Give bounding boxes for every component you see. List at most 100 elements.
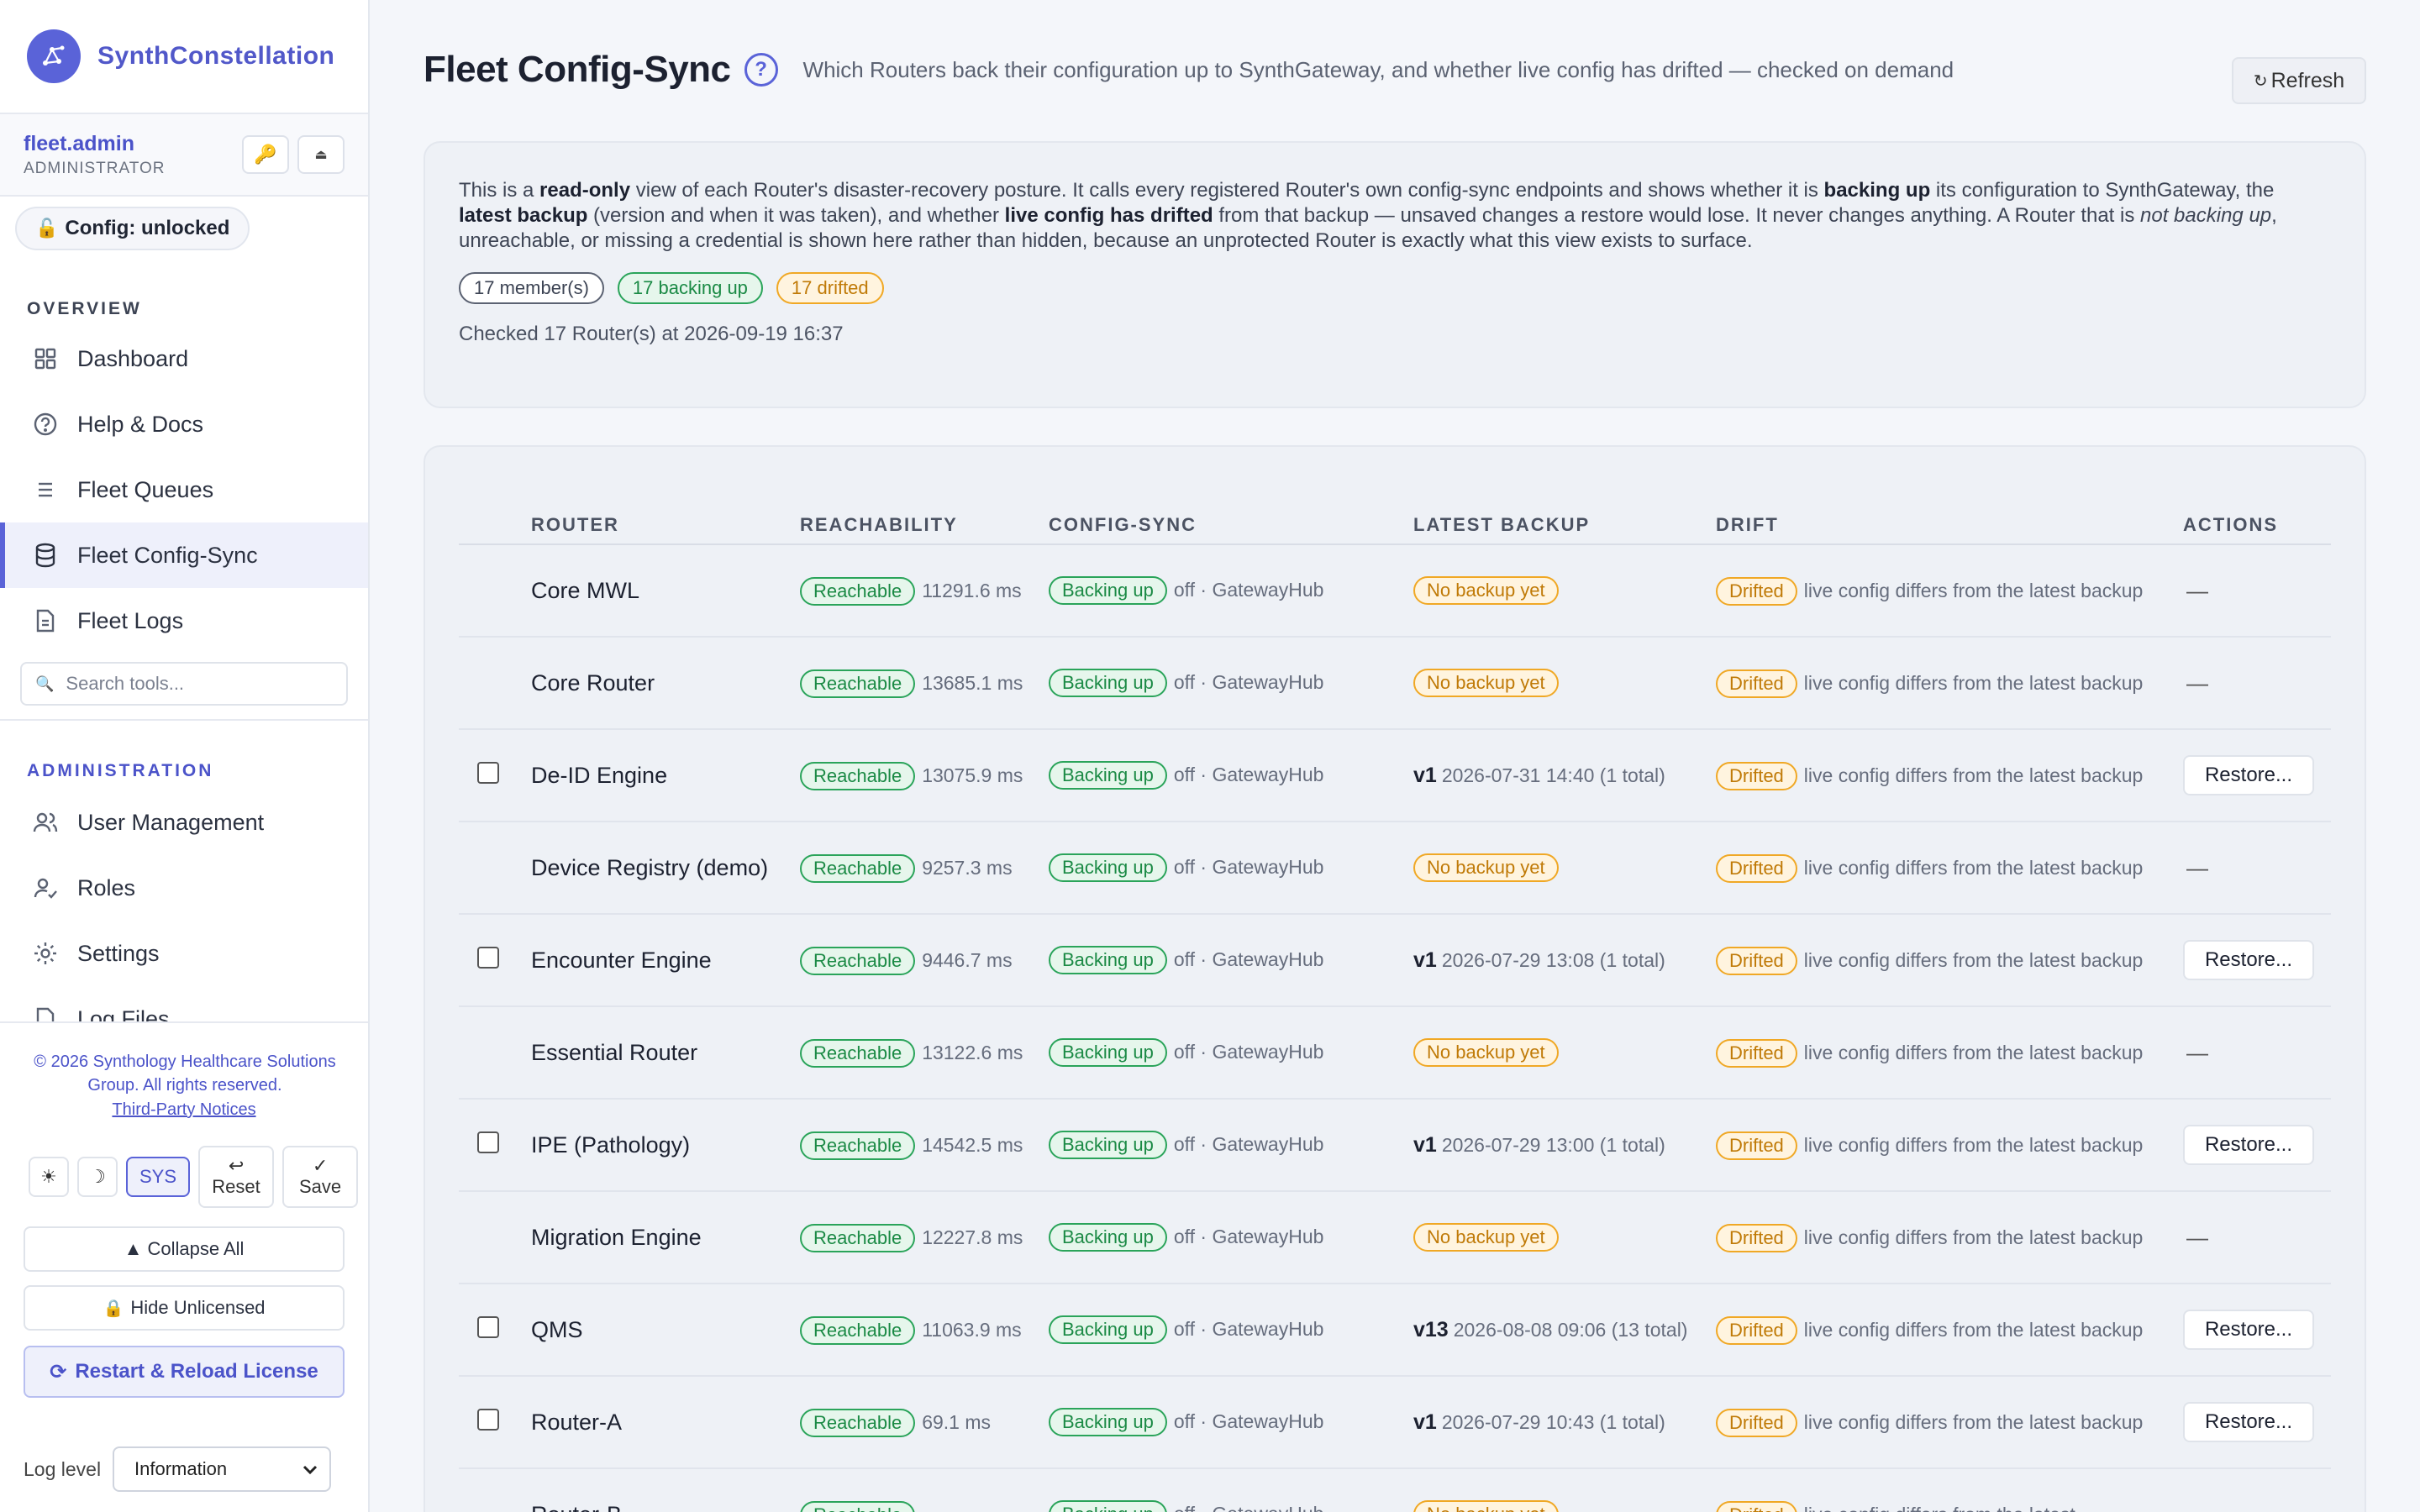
admin-section-label: ADMINISTRATION — [27, 761, 214, 780]
config-sync-cell: Backing up off · GatewayHub — [1049, 1376, 1413, 1469]
drift-status-badge: Drifted — [1716, 1409, 1797, 1437]
latest-backup-cell: v1 2026-07-29 13:08 (1 total) — [1413, 914, 1716, 1007]
search-input[interactable]: 🔍 Search tools... — [20, 662, 348, 706]
table-row: De-ID Engine Reachable 13075.9 ms Backing u… — [459, 729, 2331, 822]
log-level-select[interactable]: Information — [113, 1446, 331, 1492]
eject-button[interactable]: ⏏ — [297, 135, 345, 174]
row-checkbox[interactable] — [477, 762, 499, 784]
user-role-icon — [32, 874, 59, 901]
eject-icon: ⏏ — [314, 148, 328, 162]
theme-toolbar: ☀ ☽ SYS ↩ Reset ✓ Save — [29, 1146, 366, 1208]
theme-light-button[interactable]: ☀ — [29, 1157, 69, 1197]
no-backup-badge: No backup yet — [1413, 853, 1559, 882]
sidebar-item-roles[interactable]: Roles — [0, 855, 368, 921]
router-name[interactable]: Router-B — [531, 1468, 800, 1512]
drift-cell: Drifted live config differs from the late… — [1716, 729, 2183, 822]
row-checkbox[interactable] — [477, 1409, 499, 1431]
row-checkbox[interactable] — [477, 947, 499, 969]
reachability-cell: Reachable 11063.9 ms — [800, 1284, 1049, 1377]
hide-unlicensed-button[interactable]: 🔒 Hide Unlicensed — [24, 1285, 345, 1331]
user-name[interactable]: fleet.admin — [24, 131, 134, 155]
router-name[interactable]: Encounter Engine — [531, 914, 800, 1007]
sidebar-item-dashboard[interactable]: Dashboard — [0, 326, 368, 391]
config-sync-cell: Backing up off · GatewayHub — [1049, 637, 1413, 730]
restore-button[interactable]: Restore... — [2183, 1125, 2314, 1165]
sidebar-item-fleet-logs[interactable]: Fleet Logs — [0, 588, 368, 654]
select-cell — [459, 1191, 531, 1284]
row-checkbox[interactable] — [477, 1131, 499, 1153]
router-name[interactable]: Device Registry (demo) — [531, 822, 800, 915]
config-sync-cell: Backing up off · GatewayHub — [1049, 1099, 1413, 1192]
routers-table: ROUTER REACHABILITY CONFIG-SYNC LATEST B… — [459, 509, 2331, 1512]
restart-reload-license-button[interactable]: ⟳ Restart & Reload License — [24, 1346, 345, 1398]
no-backup-badge: No backup yet — [1413, 1038, 1559, 1067]
reachability-status-badge: Reachable — [800, 854, 916, 883]
sidebar-item-user-management[interactable]: User Management — [0, 790, 368, 855]
sidebar-item-fleet-queues[interactable]: Fleet Queues — [0, 457, 368, 522]
sync-detail: off · GatewayHub — [1173, 1133, 1324, 1155]
reset-button[interactable]: ↩ Reset — [198, 1146, 275, 1208]
latest-backup-cell: No backup yet — [1413, 1468, 1716, 1512]
router-name[interactable]: Essential Router — [531, 1006, 800, 1100]
drift-cell: Drifted live config differs from the late… — [1716, 822, 2183, 915]
drift-detail: live config differs from the latest — [1804, 1504, 2075, 1512]
search-placeholder: Search tools... — [66, 673, 185, 694]
header-reachability: REACHABILITY — [800, 509, 1049, 545]
router-name[interactable]: De-ID Engine — [531, 729, 800, 822]
header-select — [459, 509, 531, 545]
refresh-button[interactable]: ↻ Refresh — [2232, 57, 2366, 104]
restore-button[interactable]: Restore... — [2183, 1402, 2314, 1442]
router-name[interactable]: QMS — [531, 1284, 800, 1377]
config-sync-cell: Backing up off · GatewayHub — [1049, 1468, 1413, 1512]
reachability-cell: Reachable — [800, 1468, 1049, 1512]
router-name[interactable]: Migration Engine — [531, 1191, 800, 1284]
select-cell — [459, 914, 531, 1007]
reset-label: Reset — [212, 1176, 260, 1197]
reachability-cell: Reachable 13685.1 ms — [800, 637, 1049, 730]
router-name[interactable]: IPE (Pathology) — [531, 1099, 800, 1192]
reachability-status-badge: Reachable — [800, 1131, 916, 1160]
theme-system-button[interactable]: SYS — [126, 1157, 191, 1197]
actions-cell: Restore... — [2183, 1376, 2331, 1469]
router-name[interactable]: Router-A — [531, 1376, 800, 1469]
sidebar-item-fleet-config-sync[interactable]: Fleet Config-Sync — [0, 522, 368, 588]
select-cell — [459, 637, 531, 730]
sidebar-item-help[interactable]: Help & Docs — [0, 391, 368, 457]
drift-cell: Drifted live config differs from the late… — [1716, 1468, 2183, 1512]
router-name[interactable]: Core Router — [531, 637, 800, 730]
undo-icon: ↩ — [228, 1155, 245, 1176]
constellation-logo-icon — [27, 29, 81, 83]
grid-icon — [32, 345, 59, 372]
select-cell — [459, 729, 531, 822]
log-level-label: Log level — [24, 1457, 102, 1480]
restore-button[interactable]: Restore... — [2183, 1310, 2314, 1350]
latency-value: 9446.7 ms — [922, 949, 1013, 971]
collapse-all-button[interactable]: ▲ Collapse All — [24, 1226, 345, 1272]
sidebar-item-label: Fleet Queues — [77, 476, 214, 502]
reachability-status-badge: Reachable — [800, 1501, 916, 1512]
third-party-notices-link[interactable]: Third-Party Notices — [112, 1100, 256, 1119]
config-status-pill[interactable]: 🔓 Config: unlocked — [15, 207, 250, 250]
latency-value: 12227.8 ms — [922, 1226, 1023, 1248]
select-cell — [459, 1376, 531, 1469]
help-icon[interactable]: ? — [744, 53, 778, 87]
sidebar-item-settings[interactable]: Settings — [0, 921, 368, 986]
key-button[interactable]: 🔑 — [242, 135, 289, 174]
info-card: This is a read-only view of each Router'… — [424, 141, 2366, 408]
theme-dark-button[interactable]: ☽ — [77, 1157, 118, 1197]
latency-value: 11063.9 ms — [922, 1319, 1022, 1341]
overview-section-label: OVERVIEW — [27, 299, 142, 318]
reachability-cell: Reachable 13122.6 ms — [800, 1006, 1049, 1100]
sync-detail: off · GatewayHub — [1174, 1503, 1324, 1512]
restore-button[interactable]: Restore... — [2183, 940, 2314, 980]
router-name[interactable]: Core MWL — [531, 544, 800, 638]
chevron-down-icon — [302, 1458, 318, 1480]
header-actions: ACTIONS — [2183, 509, 2331, 545]
row-checkbox[interactable] — [477, 1316, 499, 1338]
restore-button[interactable]: Restore... — [2183, 755, 2314, 795]
actions-cell: Restore... — [2183, 914, 2331, 1007]
select-cell — [459, 1006, 531, 1100]
save-button[interactable]: ✓ Save — [282, 1146, 359, 1208]
select-cell — [459, 544, 531, 638]
reachability-status-badge: Reachable — [800, 1224, 916, 1252]
